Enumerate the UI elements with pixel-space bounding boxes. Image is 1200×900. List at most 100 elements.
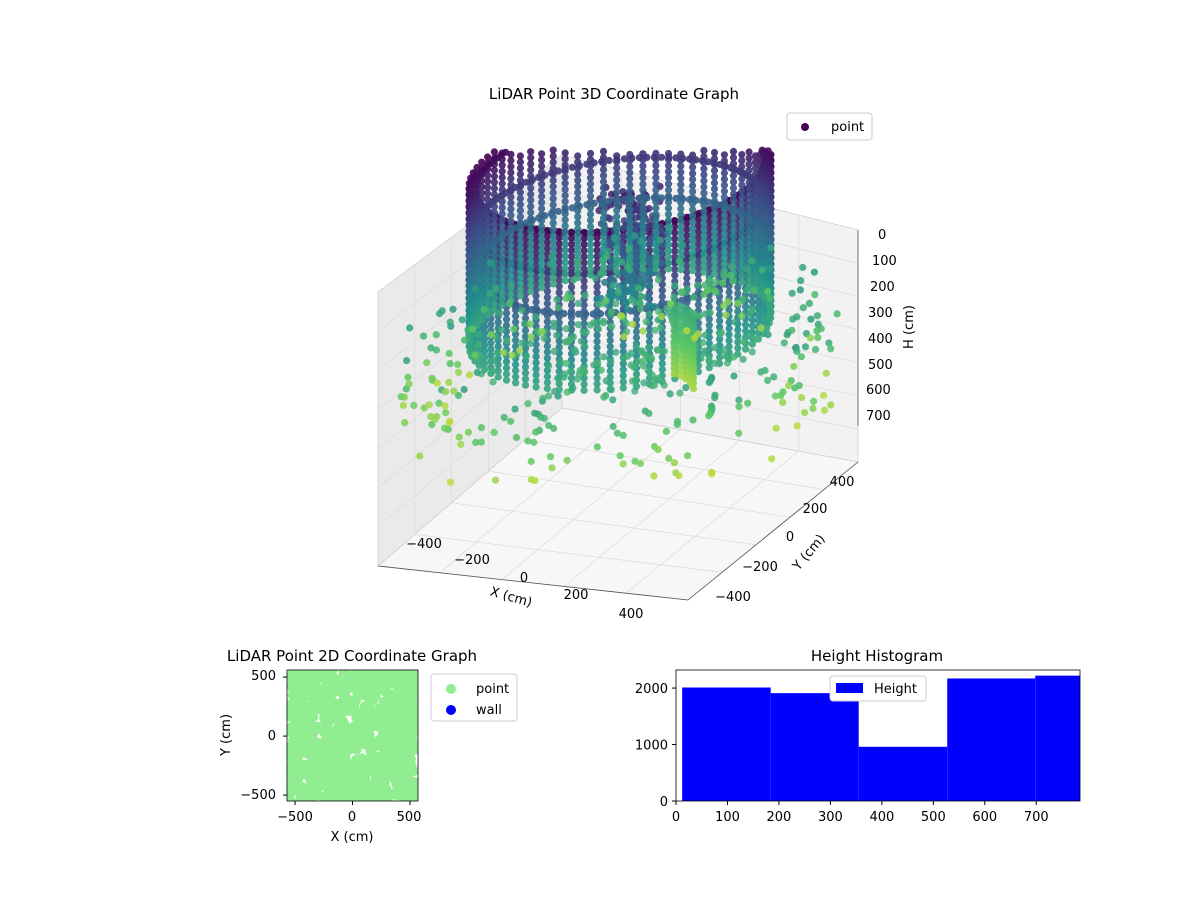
point-3d <box>689 169 697 177</box>
point-3d <box>738 169 746 177</box>
x-tick-label: 0 <box>348 810 356 825</box>
point-3d <box>586 168 595 176</box>
point-2d <box>373 772 384 783</box>
point-2d <box>376 670 387 678</box>
point-3d <box>586 253 595 261</box>
point-3d <box>716 353 724 361</box>
point-3d <box>516 207 525 215</box>
legend-marker-point <box>446 684 456 694</box>
point-3d <box>689 188 697 196</box>
point-2d <box>373 740 384 751</box>
point-3d <box>670 316 678 324</box>
point-3d <box>613 243 621 251</box>
point-3d <box>526 340 534 348</box>
point-2d <box>353 793 364 801</box>
point-3d <box>561 240 569 248</box>
point-3d <box>670 332 678 340</box>
point-3d <box>623 263 632 271</box>
point-3d <box>599 159 608 168</box>
point-3d <box>432 346 441 354</box>
point-3d <box>551 387 559 396</box>
point-3d <box>586 247 595 255</box>
point-3d <box>574 213 582 221</box>
point-3d <box>502 315 511 323</box>
point-3d <box>521 381 530 389</box>
point-3d <box>549 237 557 245</box>
point-3d <box>720 218 729 226</box>
point-3d <box>565 337 573 345</box>
point-3d <box>630 363 638 371</box>
point-3d <box>671 282 679 290</box>
point-3d <box>627 349 635 357</box>
point-3d <box>549 207 557 215</box>
point-3d <box>690 293 698 301</box>
point-3d <box>498 179 506 188</box>
point-3d <box>619 249 627 257</box>
point-3d <box>619 224 627 232</box>
point-3d <box>671 247 679 255</box>
point-3d <box>764 287 772 296</box>
point-3d <box>694 228 703 236</box>
point-3d <box>658 194 666 202</box>
point-3d <box>507 211 515 219</box>
point-3d <box>729 160 738 168</box>
point-3d <box>399 401 407 409</box>
point-3d <box>521 363 530 371</box>
point-3d <box>745 184 753 193</box>
point-3d <box>618 258 626 266</box>
point-3d <box>734 289 742 297</box>
point-2d <box>405 707 416 718</box>
point-3d <box>805 299 814 307</box>
point-3d <box>563 388 571 396</box>
plot-frame-histogram <box>675 669 1081 802</box>
point-3d <box>507 266 515 274</box>
point-3d <box>532 353 540 361</box>
point-3d <box>772 424 780 432</box>
point-3d <box>574 219 582 227</box>
point-3d <box>545 421 553 429</box>
point-3d <box>586 162 595 170</box>
point-2d <box>316 700 327 711</box>
point-3d <box>543 372 552 381</box>
point-3d <box>656 236 665 244</box>
point-3d <box>739 355 747 363</box>
point-3d <box>478 213 486 221</box>
legend-histogram-frame <box>829 675 927 702</box>
point-3d <box>580 364 588 372</box>
point-3d <box>694 264 703 272</box>
point-3d <box>689 224 697 232</box>
point-3d <box>798 393 806 402</box>
point-3d <box>626 163 634 171</box>
point-2d <box>378 761 389 771</box>
point-3d <box>620 232 628 240</box>
point-2d <box>398 670 409 679</box>
point-3d <box>738 224 746 232</box>
point-3d <box>645 331 654 340</box>
point-2d <box>351 744 362 755</box>
point-3d <box>446 318 454 326</box>
point-3d <box>574 310 583 318</box>
point-3d <box>743 265 751 273</box>
point-3d <box>734 283 742 291</box>
point-3d <box>745 215 753 223</box>
point-3d <box>689 175 697 183</box>
point-3d <box>498 222 506 230</box>
histogram-bar <box>947 678 1036 801</box>
point-3d <box>738 199 746 207</box>
point-3d <box>639 229 647 237</box>
point-3d <box>540 334 548 342</box>
point-3d <box>538 328 546 336</box>
point-3d <box>619 188 627 196</box>
point-3d <box>720 169 729 177</box>
point-2d <box>293 704 304 715</box>
point-3d <box>751 219 760 227</box>
point-3d <box>490 184 498 192</box>
point-3d <box>538 174 546 182</box>
point-3d <box>465 342 473 351</box>
point-3d <box>507 223 515 231</box>
point-3d <box>539 394 547 402</box>
point-2d <box>331 739 342 750</box>
point-3d <box>619 384 627 392</box>
legend-3d-marker <box>801 123 809 131</box>
point-3d <box>656 302 665 310</box>
